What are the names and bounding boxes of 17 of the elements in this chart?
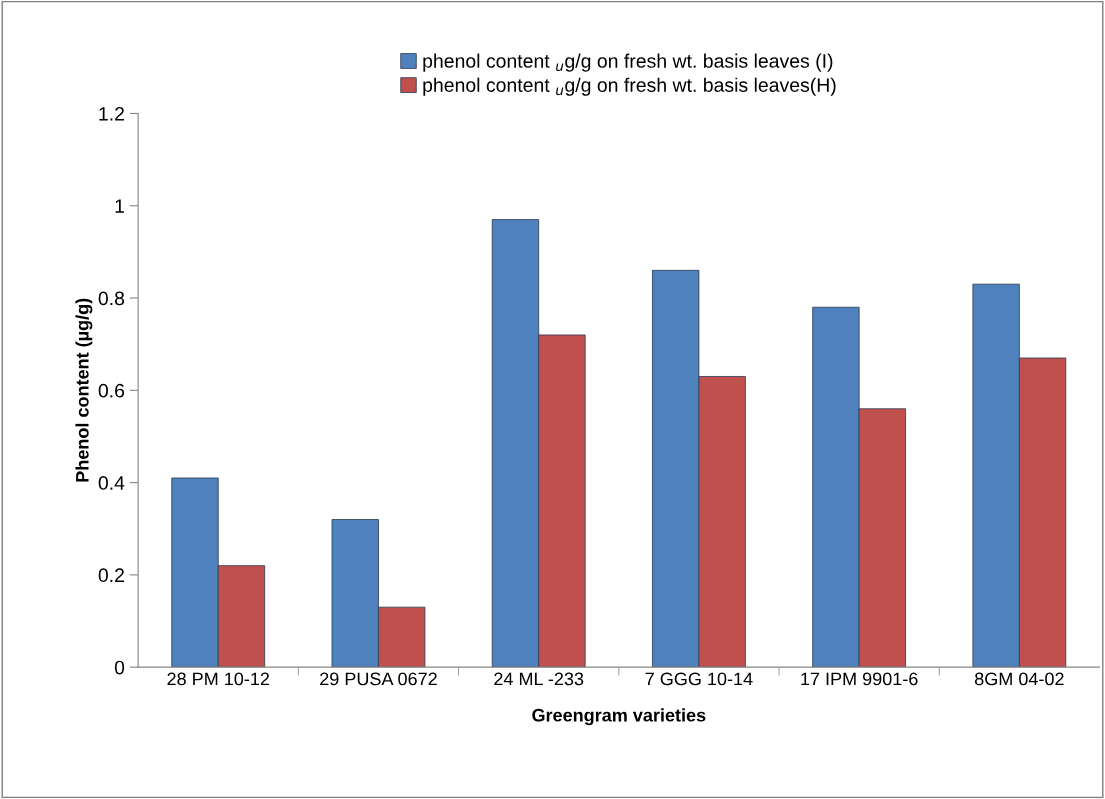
x-tick-label: 29 PUSA 0672 xyxy=(320,672,437,686)
x-tick-label: 17 IPM 9901-6 xyxy=(801,672,918,686)
legend-label: phenol content $_{u}$g/g on fresh wt. basis leaves(H) xyxy=(423,77,836,96)
y-tick-label: 0.2 xyxy=(98,568,124,583)
x-axis-title: Greengram varieties xyxy=(532,708,706,726)
y-tick-label: 0 xyxy=(114,660,125,675)
y-tick-label: 1 xyxy=(115,199,124,213)
y-tick-label: 0.6 xyxy=(98,383,125,398)
x-tick-label: 28 PM 10-12 xyxy=(167,672,270,686)
legend-label: phenol content $_{u}$g/g on fresh wt. basis leaves (I) xyxy=(423,53,833,72)
y-tick-label: 0.4 xyxy=(98,476,125,490)
y-tick-label: 0.8 xyxy=(98,291,125,306)
y-axis-title: Phenol content (µg/g) xyxy=(75,298,93,482)
x-tick-label: 8GM 04-02 xyxy=(974,672,1064,686)
x-tick-label: 24 ML -233 xyxy=(494,672,584,686)
x-tick-label: 7 GGG 10-14 xyxy=(645,672,753,686)
y-tick-label: 1.2 xyxy=(99,106,124,121)
